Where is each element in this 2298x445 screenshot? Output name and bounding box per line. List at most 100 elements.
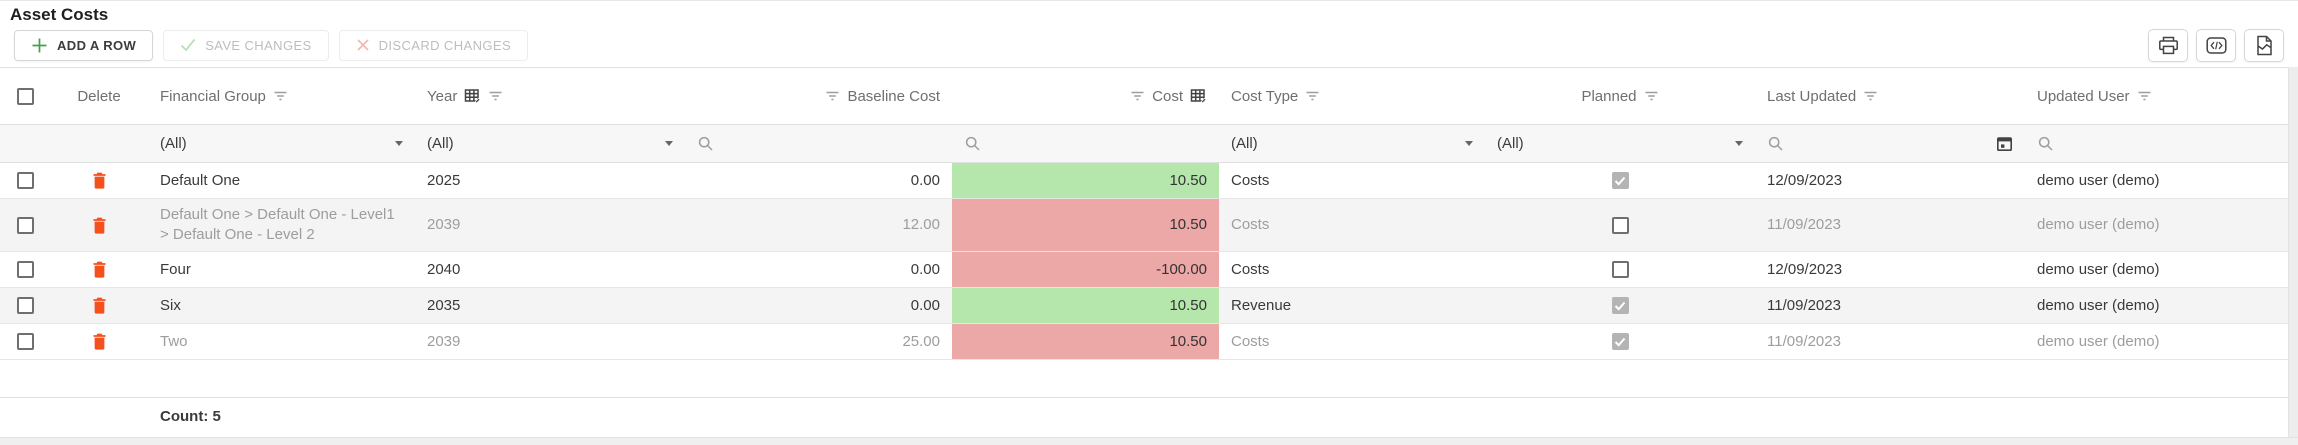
search-icon — [698, 136, 713, 151]
row-select-checkbox[interactable] — [16, 297, 34, 314]
baseline-cost-filter[interactable] — [685, 125, 952, 162]
row-select-cell — [0, 288, 50, 323]
code-button[interactable] — [2196, 28, 2236, 62]
cost-type-cell[interactable]: Costs — [1231, 216, 1270, 233]
filter-icon[interactable] — [488, 90, 503, 102]
financial-group-filter[interactable]: (All) — [148, 125, 415, 162]
year-cell[interactable]: 2039 — [427, 216, 461, 233]
discard-changes-button[interactable]: DISCARD CHANGES — [338, 29, 529, 61]
row-select-checkbox[interactable] — [16, 261, 34, 278]
year-filter[interactable]: (All) — [415, 125, 685, 162]
row-select-checkbox[interactable] — [16, 333, 34, 350]
filter-row: (All) (All) (All) (All) — [0, 125, 2288, 163]
row-delete-cell — [50, 163, 148, 198]
calendar-icon[interactable] — [1996, 135, 2013, 152]
select-all-checkbox[interactable] — [16, 87, 34, 105]
cost-type-cell[interactable]: Costs — [1231, 171, 1270, 189]
cost-cell[interactable]: 10.50 — [952, 199, 1219, 251]
financial-group-cell[interactable]: Four — [160, 260, 191, 278]
cost-type-cell[interactable]: Revenue — [1231, 296, 1292, 314]
table-row: Four 2040 0.00 -100.00 Costs 12/09/2023 … — [0, 252, 2288, 288]
planned-checkbox[interactable] — [1611, 216, 1629, 234]
summary-row: Count: 5 — [0, 398, 2288, 435]
filter-icon[interactable] — [1863, 90, 1878, 102]
planned-checkbox[interactable] — [1611, 297, 1629, 314]
delete-icon[interactable] — [92, 332, 107, 351]
chevron-down-icon[interactable] — [665, 141, 673, 146]
add-row-button[interactable]: ADD A ROW — [14, 29, 154, 61]
column-header-cost[interactable]: Cost — [952, 68, 1219, 124]
filter-icon[interactable] — [273, 90, 288, 102]
baseline-cost-cell[interactable]: 25.00 — [902, 332, 940, 350]
print-button[interactable] — [2148, 28, 2188, 62]
year-cell[interactable]: 2025 — [427, 171, 461, 189]
column-header-updated-user[interactable]: Updated User — [2025, 68, 2288, 124]
save-changes-button[interactable]: SAVE CHANGES — [163, 29, 329, 61]
planned-cell — [1485, 324, 1755, 359]
column-header-last-updated[interactable]: Last Updated — [1755, 68, 2025, 124]
vertical-scrollbar[interactable] — [2288, 67, 2298, 438]
export-button[interactable] — [2244, 28, 2284, 62]
delete-icon[interactable] — [92, 260, 107, 279]
cost-cell[interactable]: 10.50 — [952, 324, 1219, 359]
updated-user-cell: demo user (demo) — [2037, 332, 2160, 350]
year-cell[interactable]: 2035 — [427, 296, 461, 314]
planned-cell — [1485, 199, 1755, 251]
financial-group-cell[interactable]: Default One — [160, 171, 241, 189]
cost-cell[interactable]: 10.50 — [952, 288, 1219, 323]
column-header-cost-type[interactable]: Cost Type — [1219, 68, 1485, 124]
toolbar: ADD A ROW SAVE CHANGES DISCARD CHANGES — [14, 28, 2284, 62]
page-title: Asset Costs — [10, 5, 109, 24]
row-select-checkbox[interactable] — [16, 216, 34, 234]
column-header-year[interactable]: Year — [415, 68, 685, 124]
delete-icon[interactable] — [92, 296, 107, 315]
plus-icon — [32, 38, 47, 52]
row-select-checkbox[interactable] — [16, 172, 34, 189]
financial-group-cell[interactable]: Default One > Default One - Level1 > Def… — [160, 206, 395, 243]
last-updated-filter[interactable] — [1755, 125, 2025, 162]
year-cell[interactable]: 2040 — [427, 260, 461, 278]
last-updated-cell: 11/09/2023 — [1767, 216, 1841, 233]
column-header-baseline-cost[interactable]: Baseline Cost — [685, 68, 952, 124]
filter-icon[interactable] — [825, 90, 840, 102]
baseline-cost-cell[interactable]: 0.00 — [910, 260, 940, 278]
column-header-financial-group[interactable]: Financial Group — [148, 68, 415, 124]
column-header-delete: Delete — [77, 87, 121, 105]
filter-icon[interactable] — [1305, 90, 1320, 102]
chevron-down-icon[interactable] — [395, 141, 403, 146]
print-icon — [2158, 36, 2178, 54]
planned-checkbox[interactable] — [1611, 172, 1629, 189]
last-updated-cell: 11/09/2023 — [1767, 332, 1841, 350]
planned-checkbox[interactable] — [1611, 333, 1629, 350]
add-row-label: ADD A ROW — [57, 37, 137, 53]
check-icon — [181, 38, 196, 52]
planned-filter[interactable]: (All) — [1485, 125, 1755, 162]
financial-group-cell[interactable]: Six — [160, 296, 181, 314]
empty-row — [0, 360, 2288, 398]
financial-group-cell[interactable]: Two — [160, 332, 188, 350]
updated-user-filter[interactable] — [2025, 125, 2288, 162]
filter-icon[interactable] — [2137, 90, 2152, 102]
baseline-cost-cell[interactable]: 0.00 — [910, 296, 940, 314]
chevron-down-icon[interactable] — [1735, 141, 1743, 146]
table-edit-icon — [1190, 89, 1207, 104]
last-updated-cell: 12/09/2023 — [1767, 260, 1843, 278]
cost-filter[interactable] — [952, 125, 1219, 162]
planned-checkbox[interactable] — [1611, 261, 1629, 278]
discard-changes-label: DISCARD CHANGES — [378, 37, 512, 53]
cost-type-cell[interactable]: Costs — [1231, 332, 1270, 350]
cost-cell[interactable]: -100.00 — [952, 252, 1219, 287]
baseline-cost-cell[interactable]: 0.00 — [910, 171, 940, 189]
delete-icon[interactable] — [92, 216, 107, 235]
filter-icon[interactable] — [1130, 90, 1145, 102]
chevron-down-icon[interactable] — [1465, 141, 1473, 146]
year-cell[interactable]: 2039 — [427, 332, 461, 350]
cost-type-cell[interactable]: Costs — [1231, 260, 1270, 278]
column-header-planned[interactable]: Planned — [1485, 68, 1755, 124]
cost-type-filter[interactable]: (All) — [1219, 125, 1485, 162]
row-delete-cell — [50, 199, 148, 251]
baseline-cost-cell[interactable]: 12.00 — [902, 216, 940, 233]
filter-icon[interactable] — [1644, 90, 1659, 102]
cost-cell[interactable]: 10.50 — [952, 163, 1219, 198]
delete-icon[interactable] — [92, 171, 107, 190]
